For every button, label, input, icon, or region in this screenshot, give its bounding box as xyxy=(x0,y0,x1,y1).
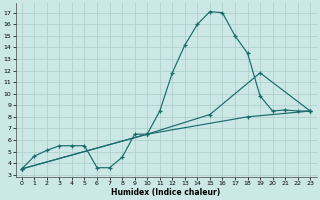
X-axis label: Humidex (Indice chaleur): Humidex (Indice chaleur) xyxy=(111,188,221,197)
